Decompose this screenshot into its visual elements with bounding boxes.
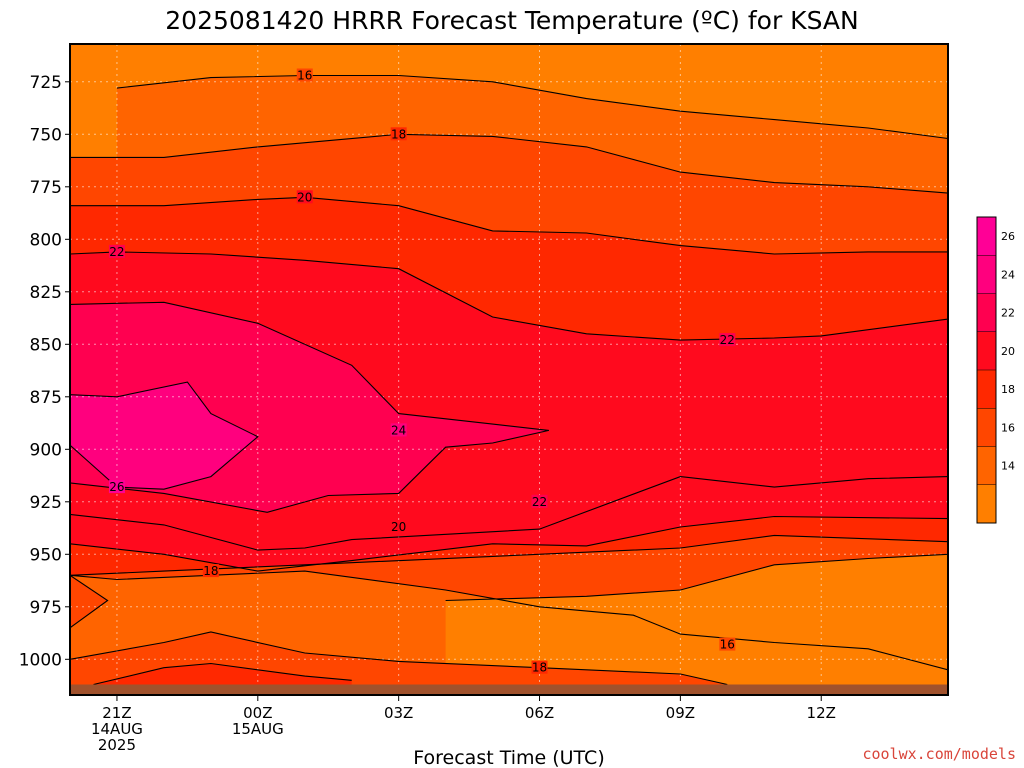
x-tick-label: 12Z — [807, 704, 836, 722]
contour-labels: 16 18 20 22 22 24 26 22 20 18 16 18 — [108, 68, 736, 675]
colorbar-swatch — [977, 293, 996, 332]
contour-label: 16 — [297, 69, 312, 83]
contour-line-18 — [70, 534, 948, 576]
colorbar-swatch — [977, 484, 996, 523]
contour-label-bg — [202, 564, 219, 578]
contour-line-16 — [70, 570, 948, 671]
contour-label-bg — [296, 68, 313, 82]
band-lower-12-14 — [445, 554, 948, 695]
contour-label: 16 — [720, 638, 735, 652]
plot-frame — [69, 43, 949, 696]
colorbar-tick-label: 20 — [1001, 345, 1015, 358]
contour-label: 22 — [109, 245, 124, 259]
contour-line-20 — [70, 515, 948, 572]
y-tick-label: 800 — [30, 230, 62, 250]
y-axis: 725 750 775 800 825 850 875 900 925 950 975 1000 — [19, 73, 70, 670]
contour-label: 26 — [109, 480, 124, 494]
chart-title: 2025081420 HRRR Forecast Temperature (ºC… — [165, 6, 858, 35]
y-tick-label: 775 — [30, 178, 62, 198]
contour-label-bg — [108, 244, 125, 258]
colorbar-swatch — [977, 370, 996, 409]
colorbar: 14 16 18 20 22 24 26 — [976, 216, 1015, 524]
contour-lines — [70, 74, 948, 686]
colorbar-tick-label: 26 — [1001, 230, 1015, 243]
contour-line-18 — [70, 631, 728, 686]
contour-line-22 — [70, 251, 948, 341]
contour-label: 22 — [532, 495, 547, 509]
colorbar-tick-label: 24 — [1001, 268, 1015, 281]
fill-bands — [70, 75, 948, 695]
contour-line-16 — [116, 74, 948, 140]
colorbar-tick-label: 16 — [1001, 421, 1015, 434]
contour-label-bg — [390, 127, 407, 141]
y-tick-label: 750 — [30, 125, 62, 145]
y-tick-label: 850 — [30, 335, 62, 355]
y-tick-label: 1000 — [19, 650, 62, 670]
contour-label: 18 — [203, 564, 218, 578]
contour-label: 18 — [391, 127, 406, 141]
x-tick-label: 09Z — [666, 704, 695, 722]
contour-label-bg — [390, 423, 407, 437]
x-tick-label: 06Z — [525, 704, 554, 722]
contour-label-bg — [531, 494, 548, 508]
contour-line-24 — [70, 301, 550, 513]
contour-label: 24 — [391, 423, 406, 437]
y-tick-label: 975 — [30, 598, 62, 618]
y-tick-label: 950 — [30, 545, 62, 565]
credit-text[interactable]: coolwx.com/models — [862, 745, 1016, 763]
colorbar-tick-label: 18 — [1001, 383, 1015, 396]
y-tick-label: 925 — [30, 493, 62, 513]
contour-line-22 — [70, 476, 948, 551]
contour-label: 20 — [297, 190, 312, 204]
x-axis-label: Forecast Time (UTC) — [413, 747, 604, 768]
contour-label: 18 — [532, 661, 547, 675]
x-tick-label: 15AUG — [232, 720, 284, 738]
contour-line-20 — [70, 196, 948, 255]
band-24-26 — [70, 382, 258, 490]
contour-line-26 — [70, 381, 259, 490]
contour-label: 22 — [720, 333, 735, 347]
y-tick-label: 825 — [30, 283, 62, 303]
colorbar-swatch — [977, 408, 996, 447]
x-tick-label: 2025 — [98, 736, 136, 754]
contour-line-18 — [70, 133, 948, 194]
y-tick-label: 875 — [30, 388, 62, 408]
colorbar-tick-label: 22 — [1001, 307, 1015, 320]
x-tick-label: 03Z — [384, 704, 413, 722]
colorbar-swatch — [977, 217, 996, 256]
colorbar-tick-label: 14 — [1001, 460, 1015, 473]
contour-label-bg — [296, 190, 313, 204]
contour-label-bg — [719, 637, 736, 651]
colorbar-swatch — [977, 331, 996, 370]
colorbar-swatch — [977, 255, 996, 294]
contour-label-bg — [390, 520, 407, 533]
contour-label-bg — [108, 480, 125, 494]
contour-line-16 — [445, 553, 948, 602]
y-tick-label: 725 — [30, 73, 62, 93]
x-tick-label: 21Z — [102, 704, 131, 722]
contour-label: 20 — [391, 520, 406, 534]
contour-label-bg — [531, 660, 548, 674]
x-tick-label: 14AUG — [91, 720, 143, 738]
y-tick-label: 900 — [30, 440, 62, 460]
x-tick-label: 00Z — [243, 704, 272, 722]
grid-lines — [70, 44, 948, 695]
plot-area: 16 18 20 22 22 24 26 22 20 18 16 18 — [70, 44, 948, 695]
contour-label-bg — [719, 333, 736, 347]
contour-line-20 — [93, 662, 352, 686]
ground-surface — [70, 684, 948, 695]
colorbar-swatch — [977, 446, 996, 485]
